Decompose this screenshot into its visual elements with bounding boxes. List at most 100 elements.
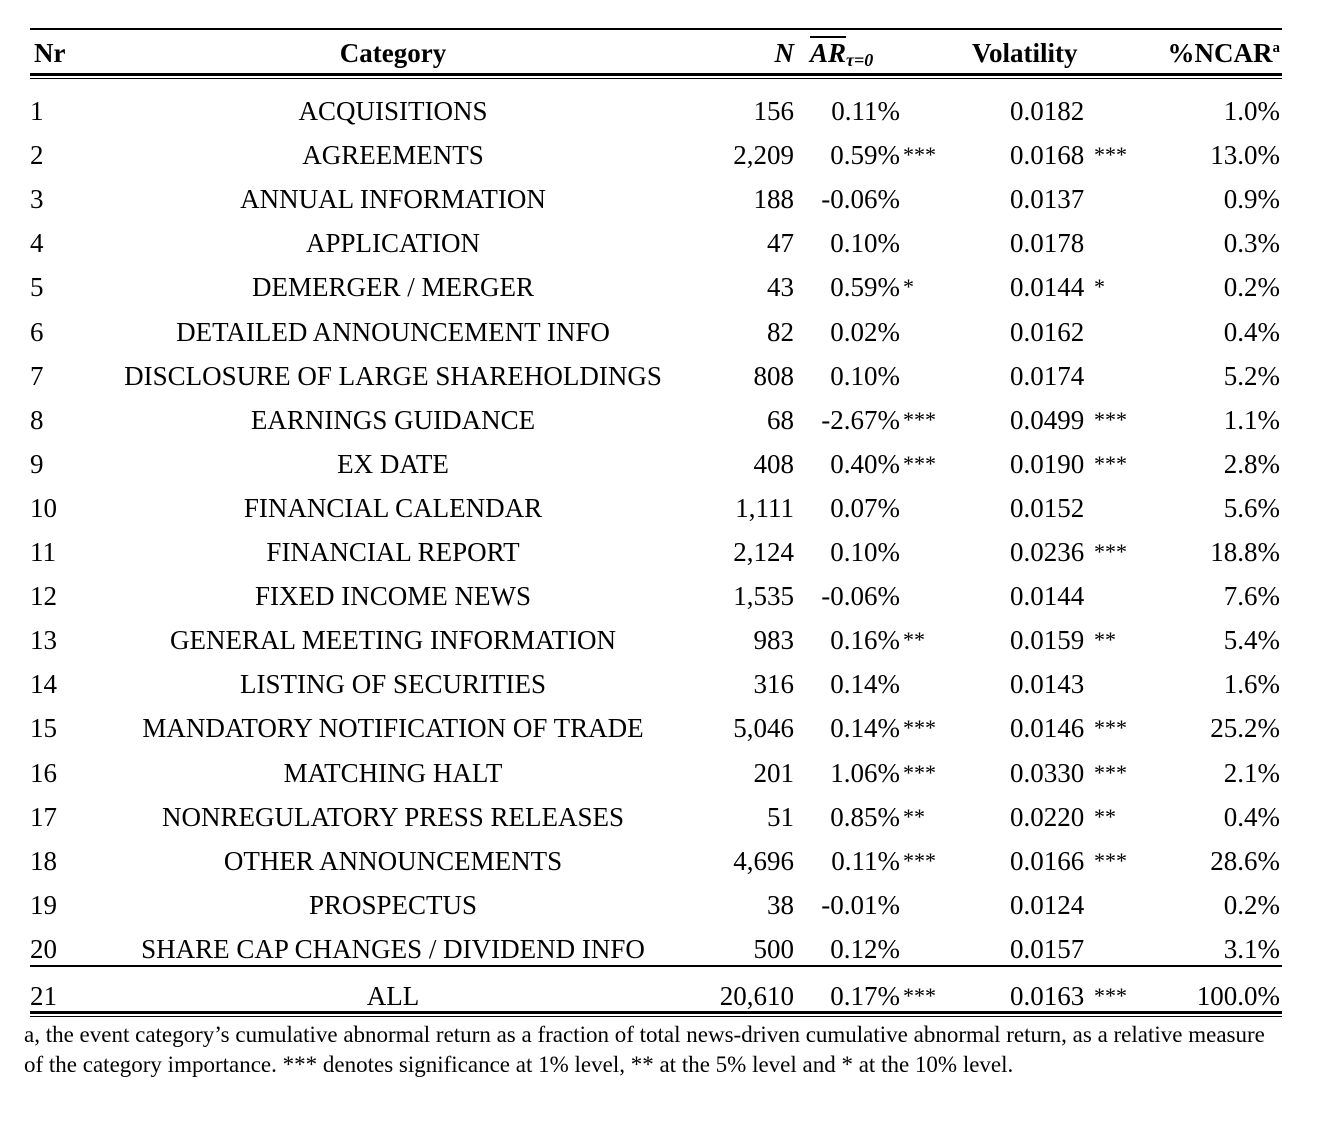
table-row: 2 AGREEMENTS 2,209 0.59% *** 0.0168 *** 13.0% (0, 133, 1322, 177)
cell-ncar: 13.0% (1210, 140, 1280, 170)
cell-nr: 19 (30, 890, 57, 920)
cell-category: DISCLOSURE OF LARGE SHAREHOLDINGS (124, 361, 662, 391)
bottom-rule (30, 1011, 1282, 1014)
cell-ar-significance: *** (903, 760, 936, 785)
cell-nr: 5 (30, 272, 44, 302)
cell-ncar: 25.2% (1210, 713, 1280, 743)
cell-volatility: 0.0146 (1010, 713, 1085, 743)
table-row: 19 PROSPECTUS 38 -0.01% 0.0124 0.2% (0, 883, 1322, 927)
cell-volatility: 0.0499 (1010, 405, 1085, 435)
cell-volatility: 0.0124 (1010, 890, 1085, 920)
cell-n: 43 (767, 272, 794, 302)
cell-volatility: 0.0330 (1010, 758, 1085, 788)
cell-n: 2,209 (733, 140, 794, 170)
cell-ar-significance: *** (903, 848, 936, 873)
cell-n: 983 (753, 625, 795, 655)
cell-volatility: 0.0159 (1010, 625, 1085, 655)
cell-category: AGREEMENTS (302, 140, 484, 170)
cell-nr: 1 (30, 96, 44, 126)
cell-category: NONREGULATORY PRESS RELEASES (161, 802, 625, 832)
cell-ar: -2.67% (821, 405, 900, 435)
cell-ar: -0.06% (821, 184, 900, 214)
cell-ncar: 1.0% (1223, 96, 1280, 126)
cell-category: DEMERGER / MERGER (251, 272, 534, 302)
cell-ar: 0.59% (830, 272, 900, 302)
table-row: 9 EX DATE 408 0.40% *** 0.0190 *** 2.8% (0, 442, 1322, 486)
cell-volatility-significance: *** (1094, 539, 1127, 564)
cell-ncar: 0.2% (1223, 890, 1280, 920)
cell-volatility: 0.0166 (1010, 846, 1085, 876)
cell-ar: 0.40% (830, 449, 900, 479)
cell-ar: 1.06% (830, 758, 900, 788)
bottom-rule-thin (30, 1016, 1282, 1017)
table-row: 13 GENERAL MEETING INFORMATION 983 0.16% ** 0… (0, 618, 1322, 662)
cell-ncar: 28.6% (1210, 846, 1280, 876)
top-rule (30, 28, 1282, 30)
cell-category: MATCHING HALT (283, 758, 503, 788)
cell-category: EARNINGS GUIDANCE (250, 405, 536, 435)
header-ncar: %NCARa (1110, 38, 1281, 78)
cell-ncar: 1.1% (1223, 405, 1280, 435)
cell-category: ACQUISITIONS (298, 96, 488, 126)
cell-ncar: 0.4% (1223, 317, 1280, 347)
cell-n: 51 (767, 802, 794, 832)
cell-category: LISTING OF SECURITIES (239, 669, 546, 699)
table-row: 11 FINANCIAL REPORT 2,124 0.10% 0.0236 *** 18.… (0, 530, 1322, 574)
cell-ncar: 2.8% (1223, 449, 1280, 479)
cell-ar: 0.59% (830, 140, 900, 170)
cell-volatility: 0.0182 (1010, 96, 1085, 126)
cell-ar: 0.17% (830, 981, 900, 1011)
header-category: Category (339, 38, 447, 68)
cell-ar-significance: *** (903, 983, 936, 1008)
footnote-part-1: a, the event category’s cumulative abnor… (24, 1022, 1265, 1047)
cell-volatility: 0.0143 (1010, 669, 1085, 699)
header-ar-symbol: AR (810, 38, 847, 68)
table-footnote: a, the event category’s cumulative abnor… (24, 1020, 1319, 1080)
cell-ncar: 3.1% (1223, 934, 1280, 964)
cell-ar: 0.07% (830, 493, 900, 523)
cell-ncar: 0.2% (1223, 272, 1280, 302)
table-row: 3 ANNUAL INFORMATION 188 -0.06% 0.0137 0.9% (0, 177, 1322, 221)
table-row: 15 MANDATORY NOTIFICATION OF TRADE 5,046 0.… (0, 706, 1322, 750)
cell-category: SHARE CAP CHANGES / DIVIDEND INFO (141, 934, 645, 964)
header-ncar-label: %NCAR (1167, 38, 1273, 68)
table-row: 1 ACQUISITIONS 156 0.11% 0.0182 1.0% (0, 89, 1322, 133)
cell-ar: 0.10% (830, 537, 900, 567)
cell-category: EX DATE (337, 449, 449, 479)
cell-ar: 0.11% (831, 846, 900, 876)
header-abnormal-return: ARτ=0 (810, 38, 910, 78)
cell-nr: 15 (30, 713, 57, 743)
table-row: 5 DEMERGER / MERGER 43 0.59% * 0.0144 * 0.2% (0, 265, 1322, 309)
header-nr: Nr (34, 38, 66, 68)
cell-category: FINANCIAL CALENDAR (243, 493, 543, 523)
cell-volatility-significance: *** (1094, 715, 1127, 740)
cell-nr: 9 (30, 449, 44, 479)
table-row: 6 DETAILED ANNOUNCEMENT INFO 82 0.02% 0.0162… (0, 310, 1322, 354)
cell-category: ALL (366, 981, 420, 1011)
cell-volatility-significance: *** (1094, 142, 1127, 167)
cell-volatility: 0.0190 (1010, 449, 1085, 479)
cell-volatility: 0.0178 (1010, 228, 1085, 258)
cell-n: 20,610 (719, 981, 794, 1011)
cell-volatility-significance: ** (1094, 804, 1116, 829)
cell-category: MANDATORY NOTIFICATION OF TRADE (142, 713, 644, 743)
table-row: 4 APPLICATION 47 0.10% 0.0178 0.3% (0, 221, 1322, 265)
cell-category: PROSPECTUS (308, 890, 478, 920)
cell-n: 156 (753, 96, 795, 126)
cell-volatility-significance: *** (1094, 848, 1127, 873)
cell-nr: 12 (30, 581, 57, 611)
cell-n: 5,046 (733, 713, 794, 743)
table-row: 18 OTHER ANNOUNCEMENTS 4,696 0.11% *** 0.0166… (0, 839, 1322, 883)
cell-ar: 0.02% (830, 317, 900, 347)
cell-ar: 0.16% (830, 625, 900, 655)
cell-n: 201 (753, 758, 795, 788)
cell-ncar: 18.8% (1210, 537, 1280, 567)
cell-volatility: 0.0162 (1010, 317, 1085, 347)
cell-volatility: 0.0137 (1010, 184, 1085, 214)
cell-category: GENERAL MEETING INFORMATION (170, 625, 616, 655)
cell-nr: 3 (30, 184, 44, 214)
cell-ar-significance: *** (903, 407, 936, 432)
cell-ar-significance: * (903, 274, 914, 299)
cell-volatility-significance: *** (1094, 451, 1127, 476)
cell-volatility: 0.0144 (1010, 581, 1085, 611)
